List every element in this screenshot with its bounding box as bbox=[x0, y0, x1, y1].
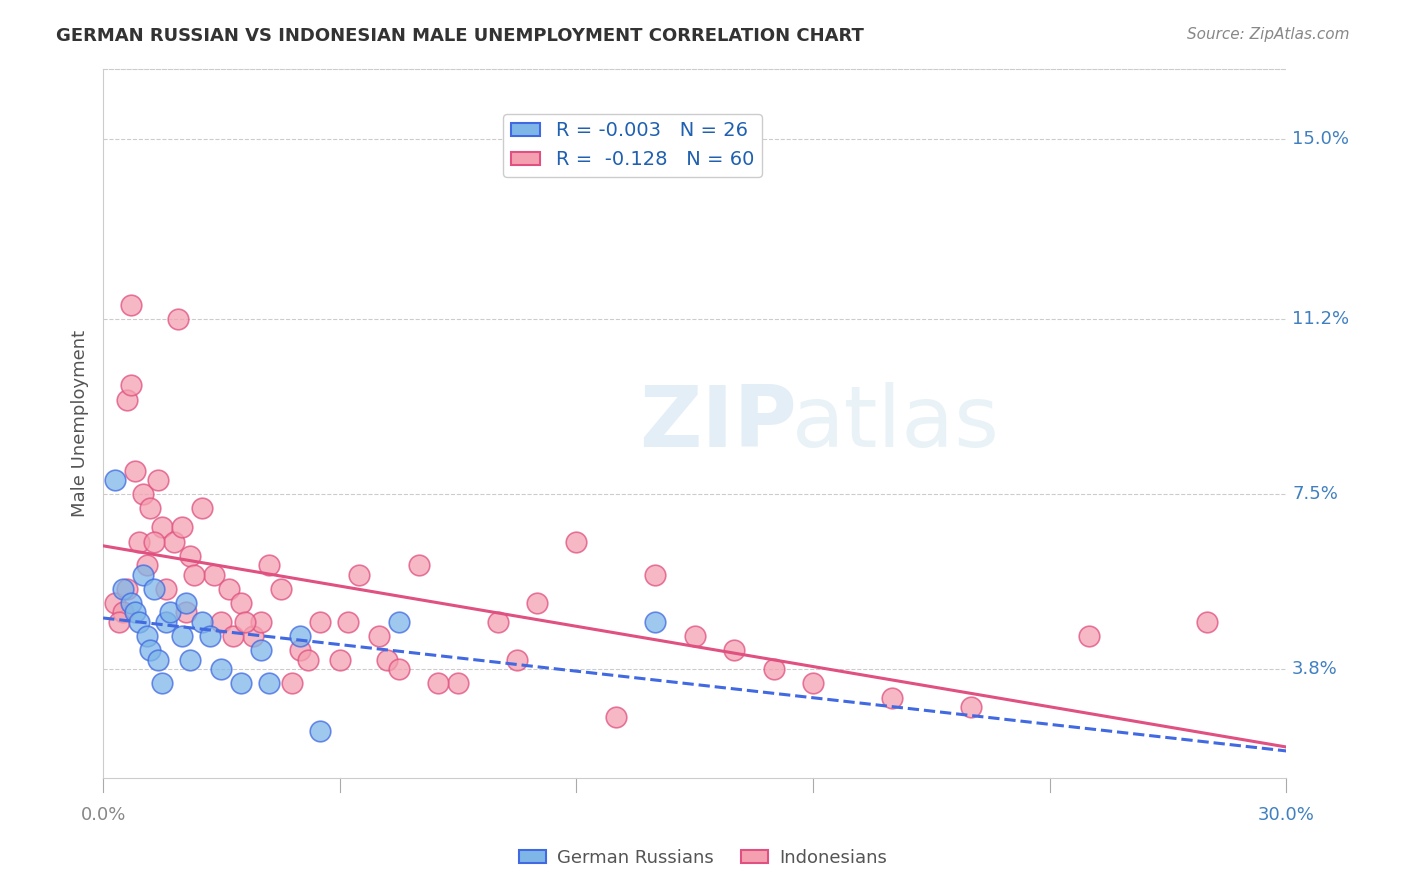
Point bbox=[231, 676, 253, 690]
Point bbox=[329, 653, 352, 667]
Point bbox=[139, 643, 162, 657]
Point bbox=[131, 567, 153, 582]
Point bbox=[135, 629, 157, 643]
Point bbox=[447, 676, 470, 690]
Point bbox=[375, 653, 398, 667]
Point bbox=[242, 629, 264, 643]
Text: GERMAN RUSSIAN VS INDONESIAN MALE UNEMPLOYMENT CORRELATION CHART: GERMAN RUSSIAN VS INDONESIAN MALE UNEMPL… bbox=[56, 27, 865, 45]
Point bbox=[644, 615, 666, 629]
Point bbox=[408, 558, 430, 573]
Point bbox=[179, 653, 201, 667]
Point bbox=[1078, 629, 1101, 643]
Point bbox=[209, 615, 232, 629]
Point bbox=[368, 629, 391, 643]
Point bbox=[309, 615, 332, 629]
Point bbox=[111, 582, 134, 596]
Y-axis label: Male Unemployment: Male Unemployment bbox=[72, 330, 89, 516]
Point bbox=[209, 662, 232, 676]
Point bbox=[297, 653, 319, 667]
Legend: R = -0.003   N = 26, R =  -0.128   N = 60: R = -0.003 N = 26, R = -0.128 N = 60 bbox=[503, 113, 762, 177]
Text: 0.0%: 0.0% bbox=[80, 806, 125, 824]
Point bbox=[163, 534, 186, 549]
Point bbox=[218, 582, 240, 596]
Point bbox=[198, 629, 221, 643]
Point bbox=[128, 615, 150, 629]
Point bbox=[290, 643, 312, 657]
Point bbox=[683, 629, 706, 643]
Point bbox=[250, 643, 273, 657]
Point bbox=[159, 606, 181, 620]
Point bbox=[148, 653, 170, 667]
Point bbox=[281, 676, 304, 690]
Point bbox=[801, 676, 824, 690]
Point bbox=[959, 700, 981, 714]
Text: ZIP: ZIP bbox=[640, 382, 797, 465]
Point bbox=[120, 378, 142, 392]
Point bbox=[880, 690, 903, 705]
Point bbox=[231, 596, 253, 610]
Point bbox=[190, 501, 212, 516]
Text: atlas: atlas bbox=[792, 382, 1000, 465]
Point bbox=[170, 520, 193, 534]
Legend: German Russians, Indonesians: German Russians, Indonesians bbox=[512, 842, 894, 874]
Point bbox=[120, 596, 142, 610]
Point bbox=[349, 567, 371, 582]
Point bbox=[486, 615, 509, 629]
Point bbox=[336, 615, 359, 629]
Point bbox=[565, 534, 588, 549]
Point bbox=[174, 606, 197, 620]
Point bbox=[644, 567, 666, 582]
Point bbox=[115, 392, 138, 407]
Point bbox=[250, 615, 273, 629]
Point bbox=[388, 615, 411, 629]
Text: 3.8%: 3.8% bbox=[1292, 660, 1339, 678]
Point bbox=[762, 662, 785, 676]
Point bbox=[174, 596, 197, 610]
Point bbox=[427, 676, 450, 690]
Text: 15.0%: 15.0% bbox=[1292, 130, 1350, 148]
Point bbox=[131, 487, 153, 501]
Point bbox=[257, 676, 280, 690]
Point bbox=[155, 582, 177, 596]
Point bbox=[257, 558, 280, 573]
Point bbox=[202, 567, 225, 582]
Point bbox=[170, 629, 193, 643]
Point bbox=[179, 549, 201, 563]
Text: 7.5%: 7.5% bbox=[1292, 485, 1339, 503]
Point bbox=[233, 615, 256, 629]
Point bbox=[111, 606, 134, 620]
Point bbox=[388, 662, 411, 676]
Point bbox=[190, 615, 212, 629]
Point bbox=[143, 582, 166, 596]
Point bbox=[120, 298, 142, 312]
Point bbox=[290, 629, 312, 643]
Point bbox=[526, 596, 548, 610]
Point bbox=[108, 615, 131, 629]
Point bbox=[150, 676, 173, 690]
Point bbox=[270, 582, 292, 596]
Point bbox=[139, 501, 162, 516]
Point bbox=[104, 473, 127, 487]
Point bbox=[143, 534, 166, 549]
Point bbox=[1197, 615, 1219, 629]
Text: Source: ZipAtlas.com: Source: ZipAtlas.com bbox=[1187, 27, 1350, 42]
Point bbox=[506, 653, 529, 667]
Point bbox=[167, 312, 190, 326]
Point bbox=[104, 596, 127, 610]
Point bbox=[183, 567, 205, 582]
Point bbox=[605, 709, 627, 723]
Point bbox=[124, 606, 146, 620]
Point bbox=[135, 558, 157, 573]
Point bbox=[309, 723, 332, 738]
Point bbox=[150, 520, 173, 534]
Point bbox=[155, 615, 177, 629]
Point bbox=[128, 534, 150, 549]
Point bbox=[124, 464, 146, 478]
Point bbox=[723, 643, 745, 657]
Point bbox=[148, 473, 170, 487]
Point bbox=[115, 582, 138, 596]
Text: 11.2%: 11.2% bbox=[1292, 310, 1350, 328]
Point bbox=[222, 629, 245, 643]
Text: 30.0%: 30.0% bbox=[1258, 806, 1315, 824]
